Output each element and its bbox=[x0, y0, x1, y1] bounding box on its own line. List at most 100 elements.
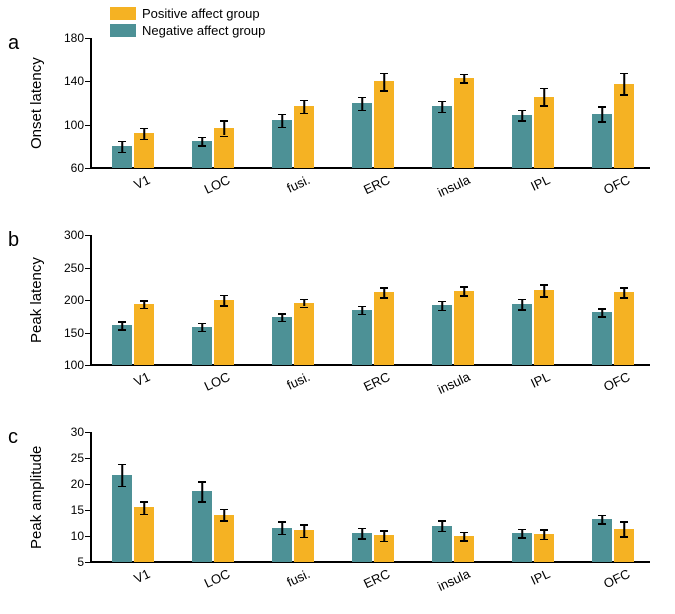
error-cap-bottom bbox=[278, 534, 286, 536]
error-cap-top bbox=[380, 73, 388, 75]
panel-a: aOnset latency60100140180V1LOCfusi.ERCin… bbox=[0, 28, 675, 198]
x-tick-label: OFC bbox=[601, 369, 632, 394]
error-cap-bottom bbox=[380, 541, 388, 543]
error-cap-top bbox=[540, 88, 548, 90]
error-line bbox=[623, 521, 625, 536]
error-cap-top bbox=[380, 530, 388, 532]
error-cap-top bbox=[118, 141, 126, 143]
bar-positive bbox=[134, 507, 154, 562]
y-tick-label: 300 bbox=[64, 228, 90, 242]
error-cap-top bbox=[518, 529, 526, 531]
error-cap-top bbox=[300, 299, 308, 301]
x-tick-label: V1 bbox=[131, 369, 152, 389]
bar-negative bbox=[592, 519, 612, 562]
error-cap-bottom bbox=[518, 537, 526, 539]
error-line bbox=[281, 521, 283, 533]
bar-negative bbox=[352, 310, 372, 365]
y-tick-label: 150 bbox=[64, 326, 90, 340]
error-cap-bottom bbox=[140, 514, 148, 516]
error-cap-bottom bbox=[118, 329, 126, 331]
error-cap-top bbox=[278, 313, 286, 315]
error-line bbox=[543, 88, 545, 105]
panel-c: cPeak amplitude51015202530V1LOCfusi.ERCi… bbox=[0, 422, 675, 592]
y-tick-label: 140 bbox=[64, 74, 90, 88]
legend-label: Positive affect group bbox=[142, 6, 260, 21]
error-cap-top bbox=[620, 73, 628, 75]
error-cap-top bbox=[198, 137, 206, 139]
error-cap-top bbox=[198, 323, 206, 325]
panel-label: a bbox=[8, 32, 19, 55]
error-cap-bottom bbox=[380, 297, 388, 299]
error-cap-bottom bbox=[620, 94, 628, 96]
plot-area: 60100140180V1LOCfusi.ERCinsulaIPLOFC bbox=[90, 38, 650, 168]
error-cap-bottom bbox=[300, 113, 308, 115]
error-cap-bottom bbox=[438, 112, 446, 114]
error-cap-bottom bbox=[540, 105, 548, 107]
bar-positive bbox=[374, 292, 394, 365]
error-cap-top bbox=[460, 286, 468, 288]
bar-positive bbox=[454, 291, 474, 365]
error-line bbox=[143, 128, 145, 139]
bar-negative bbox=[192, 327, 212, 365]
error-cap-bottom bbox=[278, 127, 286, 129]
bar-positive bbox=[374, 81, 394, 168]
error-cap-bottom bbox=[220, 305, 228, 307]
error-cap-bottom bbox=[438, 310, 446, 312]
panel-label: b bbox=[8, 229, 19, 252]
error-cap-top bbox=[300, 524, 308, 526]
error-line bbox=[521, 299, 523, 309]
error-cap-top bbox=[278, 521, 286, 523]
y-tick-label: 10 bbox=[71, 529, 90, 543]
error-line bbox=[361, 97, 363, 110]
x-tick-label: V1 bbox=[131, 566, 152, 586]
error-line bbox=[303, 524, 305, 536]
error-line bbox=[383, 287, 385, 297]
error-line bbox=[601, 106, 603, 121]
error-cap-bottom bbox=[460, 540, 468, 542]
error-cap-top bbox=[518, 110, 526, 112]
x-tick-label: fusi. bbox=[284, 172, 312, 196]
y-tick-label: 100 bbox=[64, 358, 90, 372]
x-tick-label: fusi. bbox=[284, 369, 312, 393]
x-tick-label: V1 bbox=[131, 172, 152, 192]
error-cap-top bbox=[358, 306, 366, 308]
error-cap-bottom bbox=[620, 297, 628, 299]
bar-negative bbox=[352, 103, 372, 168]
bar-positive bbox=[134, 304, 154, 365]
error-cap-bottom bbox=[460, 295, 468, 297]
error-cap-bottom bbox=[118, 486, 126, 488]
plot-area: 51015202530V1LOCfusi.ERCinsulaIPLOFC bbox=[90, 432, 650, 562]
error-cap-bottom bbox=[438, 531, 446, 533]
error-line bbox=[623, 73, 625, 95]
error-line bbox=[121, 141, 123, 152]
x-tick-label: IPL bbox=[528, 172, 552, 194]
y-tick-label: 5 bbox=[77, 555, 90, 569]
y-axis-line bbox=[90, 38, 92, 168]
error-cap-bottom bbox=[198, 501, 206, 503]
error-cap-top bbox=[518, 299, 526, 301]
bar-negative bbox=[112, 325, 132, 365]
error-line bbox=[441, 101, 443, 112]
error-cap-bottom bbox=[518, 120, 526, 122]
x-tick-label: fusi. bbox=[284, 566, 312, 590]
error-cap-bottom bbox=[598, 523, 606, 525]
error-line bbox=[383, 73, 385, 90]
x-tick-label: OFC bbox=[601, 566, 632, 591]
error-line bbox=[303, 100, 305, 113]
error-cap-bottom bbox=[460, 82, 468, 84]
x-tick-label: insula bbox=[435, 172, 472, 200]
error-line bbox=[521, 110, 523, 121]
x-tick-label: insula bbox=[435, 566, 472, 594]
error-cap-top bbox=[220, 120, 228, 122]
bar-negative bbox=[592, 312, 612, 365]
y-axis-label: Peak amplitude bbox=[28, 432, 45, 562]
error-cap-top bbox=[358, 528, 366, 530]
error-line bbox=[623, 287, 625, 297]
x-tick-label: ERC bbox=[361, 369, 392, 394]
bar-positive bbox=[214, 300, 234, 365]
bar-negative bbox=[432, 106, 452, 168]
figure: Positive affect group Negative affect gr… bbox=[0, 0, 675, 614]
error-cap-bottom bbox=[140, 139, 148, 141]
bar-positive bbox=[614, 84, 634, 169]
y-tick-label: 200 bbox=[64, 293, 90, 307]
